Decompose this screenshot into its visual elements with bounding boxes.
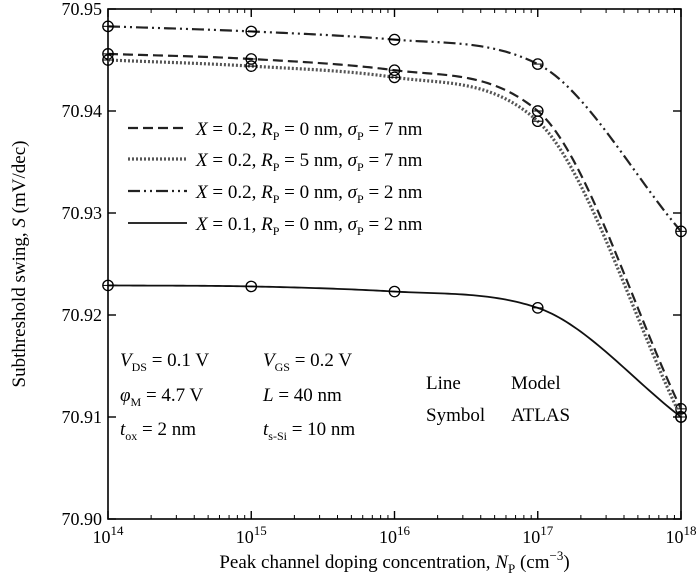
y-tick-label: 70.95: [62, 0, 103, 19]
x-tick-label: 1015: [236, 523, 267, 547]
legend-label-1: X = 0.2, RP = 0 nm, σP = 7 nm: [195, 119, 423, 143]
x-tick-label: 1017: [522, 523, 554, 547]
y-tick-label: 70.90: [62, 509, 103, 529]
parameter-label: ts-Si = 10 nm: [263, 419, 355, 443]
y-tick-label: 70.94: [62, 101, 103, 121]
y-axis-title: Subthreshold swing, S (mV/dec): [9, 141, 30, 388]
y-tick-label: 70.92: [62, 305, 103, 325]
parameter-label: VDS = 0.1 V: [120, 350, 209, 374]
key-value: ATLAS: [511, 405, 570, 426]
parameter-label: φM = 4.7 V: [120, 385, 204, 409]
x-tick-label: 1018: [666, 523, 697, 547]
legend-label-2: X = 0.2, RP = 5 nm, σP = 7 nm: [195, 150, 423, 174]
x-axis-title: Peak channel doping concentration, NP (c…: [219, 548, 569, 576]
parameter-label: tox = 2 nm: [120, 419, 196, 443]
plot-frame: [107, 8, 682, 520]
key-value: Model: [511, 373, 561, 394]
key-label: Symbol: [426, 405, 485, 426]
legend-label-3: X = 0.2, RP = 0 nm, σP = 2 nm: [195, 182, 423, 206]
series-line-2: [107, 58, 683, 418]
parameter-label: VGS = 0.2 V: [263, 350, 352, 374]
x-tick-label: 1016: [379, 523, 411, 547]
key-label: Line: [426, 373, 461, 394]
x-tick-label: 1014: [93, 523, 125, 547]
parameter-label: L = 40 nm: [262, 385, 342, 406]
legend-label-4: X = 0.1, RP = 0 nm, σP = 2 nm: [195, 214, 423, 238]
y-tick-label: 70.91: [62, 407, 103, 427]
y-tick-label: 70.93: [62, 203, 103, 223]
